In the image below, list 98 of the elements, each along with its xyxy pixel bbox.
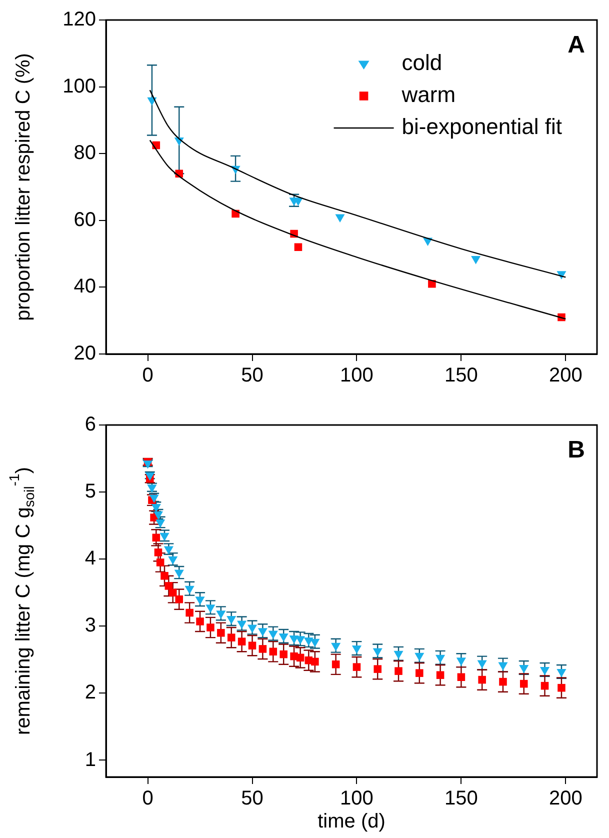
point (471, 256, 481, 264)
x-tick-label: 50 (241, 788, 264, 810)
point (186, 608, 194, 617)
line-series (149, 90, 566, 278)
point (477, 660, 487, 669)
line-series (149, 140, 566, 320)
point (206, 604, 216, 613)
point (154, 548, 162, 556)
point (168, 588, 177, 597)
point (258, 628, 268, 636)
y-tick-label: 1 (84, 748, 96, 771)
point (247, 624, 258, 633)
point (156, 519, 166, 528)
point (156, 558, 164, 566)
point (238, 638, 246, 646)
point (196, 618, 204, 626)
point (258, 645, 267, 653)
point (372, 648, 382, 656)
point (248, 642, 256, 650)
point (457, 673, 466, 681)
x-tick-label: 200 (548, 788, 582, 810)
point (558, 684, 566, 692)
x-tick-label: 150 (444, 364, 478, 387)
point (226, 616, 236, 624)
annotation: B (568, 436, 585, 464)
y-tick-label: 80 (74, 142, 96, 164)
point (217, 628, 225, 637)
point (352, 663, 361, 671)
x-axis-title: time (d) (318, 810, 386, 833)
point (206, 624, 214, 632)
point (394, 650, 404, 660)
point (174, 570, 184, 578)
point (332, 660, 340, 668)
point (540, 666, 550, 676)
point (436, 671, 444, 679)
annotation: A (568, 32, 585, 59)
x-tick-label: 200 (548, 364, 582, 387)
point (556, 668, 566, 678)
x-tick-label: 100 (340, 364, 374, 387)
point (520, 680, 528, 688)
point (216, 610, 226, 619)
x-tick-label: 50 (241, 364, 264, 387)
point (374, 665, 382, 673)
point (456, 658, 466, 666)
point (499, 678, 507, 686)
y-tick-label: 2 (84, 682, 96, 704)
y-axis-title: proportion litter respired C (%) (12, 53, 35, 321)
point (278, 633, 288, 642)
point (160, 572, 168, 580)
point (195, 596, 205, 605)
y-tick-label: 20 (74, 342, 96, 365)
x-tick-label: 100 (340, 788, 374, 810)
point (227, 634, 236, 642)
point (304, 637, 314, 646)
point (168, 556, 178, 565)
y-tick-label: 40 (74, 276, 96, 298)
y-tick-label: 120 (62, 8, 96, 31)
point (335, 214, 345, 223)
point (280, 650, 288, 658)
point (519, 664, 529, 674)
point (293, 198, 303, 206)
y-tick-label: 3 (84, 614, 96, 637)
point (540, 682, 549, 690)
legend-label: bi-exponential fit (402, 114, 562, 140)
point (436, 654, 446, 664)
x-tick-label: 0 (142, 364, 154, 387)
point (352, 646, 362, 654)
y-axis-title: remaining litter C (mg C gsoil-1) (6, 467, 37, 735)
point (160, 532, 170, 542)
point (269, 648, 278, 656)
point (296, 654, 304, 662)
y-tick-label: 6 (84, 414, 96, 436)
legend-label: cold (402, 50, 442, 76)
point (296, 636, 306, 644)
point (268, 630, 278, 640)
y-tick-label: 5 (84, 480, 96, 503)
point (294, 243, 302, 252)
point (478, 676, 486, 684)
point (237, 620, 247, 629)
y-tick-label: 4 (84, 548, 96, 570)
point (310, 638, 320, 648)
point (153, 511, 163, 520)
point (164, 582, 173, 590)
point (394, 667, 402, 675)
point (184, 586, 194, 594)
point (151, 504, 161, 512)
x-tick-label: 150 (444, 788, 478, 810)
point (498, 662, 508, 671)
legend-label: warm (400, 82, 456, 108)
x-tick-label: 0 (142, 788, 154, 810)
point (175, 595, 184, 604)
point (311, 658, 319, 666)
point (414, 652, 424, 662)
y-tick-label: 60 (74, 208, 96, 231)
point (416, 669, 424, 677)
y-tick-label: 100 (62, 75, 96, 98)
point (164, 546, 174, 555)
point (331, 642, 341, 652)
